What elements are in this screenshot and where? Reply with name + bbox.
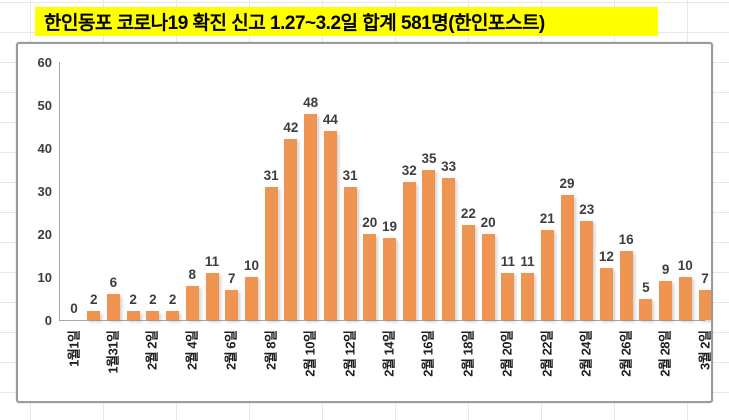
y-tick-label: 40 — [37, 140, 52, 156]
bar-value-label: 6 — [109, 275, 118, 291]
bar — [284, 139, 298, 320]
bar-value-label: 32 — [401, 163, 417, 179]
bar — [599, 268, 613, 320]
bar-value-label: 2 — [89, 292, 98, 308]
x-tick-label: 2월 16일 — [420, 330, 436, 377]
bar — [461, 225, 475, 320]
bar-value-label: 7 — [227, 270, 236, 286]
y-tick-label: 10 — [37, 269, 52, 285]
bar — [422, 169, 436, 320]
bar — [619, 251, 633, 320]
x-tick-label: 2월 8일 — [263, 330, 279, 370]
bar — [244, 277, 258, 320]
bar — [87, 311, 101, 320]
bar — [501, 272, 515, 320]
x-tick-label: 1월31일 — [105, 330, 121, 374]
y-tick-label: 50 — [37, 97, 52, 113]
x-tick-label: 2월 12일 — [342, 330, 358, 377]
bar-value-label: 11 — [500, 253, 515, 269]
bar — [106, 294, 120, 320]
x-tick-label: 1월1일 — [66, 330, 81, 367]
bar — [126, 311, 140, 320]
bar-value-label: 31 — [342, 167, 358, 183]
bar-value-label: 2 — [168, 292, 177, 308]
bar-value-label: 10 — [243, 258, 259, 273]
bar-value-label: 20 — [480, 215, 496, 230]
bar-value-label: 33 — [441, 159, 457, 175]
bar-value-label: 8 — [188, 266, 197, 282]
x-tick-label: 2월 14일 — [381, 330, 397, 377]
bar-value-label: 44 — [322, 111, 338, 127]
bar-value-label: 5 — [642, 279, 650, 295]
y-tick-label: 20 — [37, 226, 52, 242]
bar — [540, 229, 554, 320]
y-tick-label: 0 — [44, 312, 52, 328]
bar — [185, 285, 199, 320]
bar — [363, 234, 377, 320]
bar — [205, 272, 219, 320]
bar-value-label: 2 — [149, 292, 157, 308]
x-axis-line — [59, 320, 705, 321]
x-tick-label: 3월 2일 — [697, 330, 713, 370]
bar-value-label: 23 — [579, 202, 595, 218]
plot-area: 0 10 20 30 40 50 60 0 1월1일 2 6 1월31일 2 2 2월 2일 2 8 2월 4일 1… — [18, 44, 711, 401]
chart-object[interactable]: 0 10 20 30 40 50 60 0 1월1일 2 6 1월31일 2 2 2월 2일 2 8 2월 4일 1… — [16, 42, 713, 403]
bar — [304, 113, 318, 320]
bar-value-label: 10 — [677, 258, 693, 273]
bar-value-label: 29 — [559, 176, 575, 192]
bar — [678, 277, 692, 320]
chart-title-banner: 한인동포 코로나19 확진 신고 1.27~3.2일 합계 581명(한인포스트… — [35, 7, 658, 36]
bar-value-label: 9 — [661, 262, 670, 278]
bar-value-label: 11 — [204, 253, 220, 269]
bar — [146, 311, 160, 320]
bar — [264, 186, 278, 320]
y-tick-label: 60 — [37, 54, 52, 70]
x-tick-label: 2월 6일 — [223, 330, 239, 370]
bar-value-label: 31 — [263, 167, 279, 183]
bar-value-label: 7 — [701, 270, 709, 286]
bar — [402, 182, 416, 320]
bar — [580, 221, 594, 320]
bar-value-label: 21 — [539, 210, 555, 226]
bar-value-label: 48 — [303, 94, 319, 110]
bar — [383, 238, 397, 320]
bar-value-label: 19 — [382, 219, 398, 235]
bar — [639, 298, 653, 320]
bar — [323, 130, 337, 320]
x-tick-label: 2월 22일 — [539, 330, 555, 377]
bar — [481, 234, 495, 320]
bar — [166, 311, 180, 320]
bar-value-label: 22 — [460, 206, 476, 222]
bar — [343, 186, 357, 320]
x-tick-label: 2월 24일 — [578, 330, 594, 377]
bar-value-label: 42 — [283, 120, 299, 136]
bar — [225, 289, 239, 320]
x-tick-label: 2월 10일 — [302, 330, 318, 377]
x-tick-label: 2월 26일 — [618, 330, 634, 377]
chart-title-text: 한인동포 코로나19 확진 신고 1.27~3.2일 합계 581명(한인포스트… — [44, 13, 545, 34]
bar-value-label: 11 — [520, 253, 535, 269]
bar — [659, 281, 673, 320]
y-axis-line — [59, 62, 60, 321]
bar-value-label: 35 — [421, 150, 437, 166]
bar-value-label: 2 — [129, 292, 137, 308]
bar — [560, 195, 574, 320]
x-tick-label: 2월 18일 — [460, 330, 476, 377]
x-tick-label: 2월 4일 — [184, 330, 200, 370]
bar — [521, 272, 535, 320]
x-tick-label: 2월 28일 — [657, 330, 673, 377]
y-tick-label: 30 — [37, 183, 52, 199]
x-tick-label: 2월 20일 — [499, 330, 515, 377]
bar — [698, 289, 711, 320]
bar-value-label: 0 — [70, 301, 78, 316]
bar-value-label: 12 — [598, 249, 614, 265]
bar-value-label: 20 — [362, 215, 378, 230]
bar — [442, 178, 456, 320]
x-tick-label: 2월 2일 — [144, 330, 160, 370]
bar-value-label: 16 — [618, 232, 634, 248]
